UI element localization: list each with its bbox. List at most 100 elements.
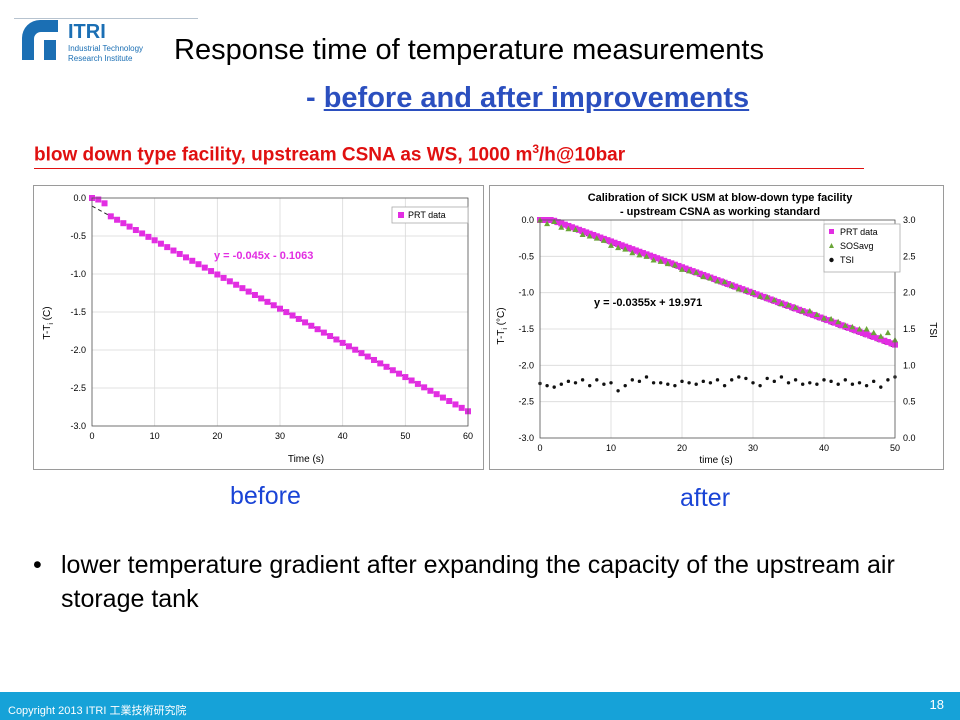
data-point-prt <box>824 317 831 324</box>
data-point-sosavg <box>714 278 721 284</box>
data-point-prt <box>414 380 421 387</box>
page-number: 18 <box>929 697 944 712</box>
data-point-sosavg <box>622 246 629 252</box>
data-point-prt <box>427 387 434 394</box>
data-point-tsi <box>715 378 720 382</box>
data-point-prt <box>208 268 215 275</box>
data-point-prt <box>888 340 895 347</box>
data-point-prt <box>647 252 654 259</box>
data-point-prt <box>458 404 465 411</box>
data-point-prt <box>852 327 859 334</box>
data-point-tsi <box>701 379 705 384</box>
y2-tick-label: 3.0 <box>903 215 916 225</box>
data-point-sosavg <box>785 302 792 308</box>
data-point-prt <box>732 283 739 290</box>
data-point-sosavg <box>828 315 835 322</box>
x-tick-label: 10 <box>606 443 616 453</box>
data-point-prt <box>636 248 643 255</box>
legend-tsi-marker <box>829 257 834 263</box>
data-point-tsi <box>687 381 691 385</box>
itri-logo-graphic: ITRI Industrial Technology Research Inst… <box>14 18 143 63</box>
data-point-prt <box>710 275 717 282</box>
legend-prt-marker <box>398 212 404 218</box>
data-point-sosavg <box>799 307 806 314</box>
data-point-tsi <box>573 381 578 385</box>
data-point-prt <box>561 221 568 228</box>
legend: PRT data SOSavg TSI <box>823 223 901 273</box>
data-point-sosavg <box>806 307 813 314</box>
y-axis-label: T-Ti (°C) <box>496 307 509 344</box>
data-point-prt <box>289 312 296 319</box>
data-point-tsi <box>744 376 748 381</box>
data-point-sosavg <box>686 267 693 274</box>
data-point-sosavg <box>679 266 685 272</box>
legend-tsi-label: TSI <box>840 255 854 265</box>
data-point-sosavg <box>615 244 622 251</box>
data-point-sosavg <box>643 253 650 259</box>
data-point-prt <box>767 296 774 303</box>
y-axis-label: T-Ti (C) <box>42 306 55 339</box>
data-point-prt <box>396 370 403 377</box>
data-point-sosavg <box>842 322 849 328</box>
data-point-sosavg <box>778 300 785 307</box>
data-point-tsi <box>765 376 769 381</box>
chart-before: 0 10 20 30 40 50 60 0.0 -0.5 -1.0 -1.5 -2.0 -2.5 -3.0… <box>33 185 484 470</box>
y-tick-label: -2.5 <box>518 397 534 407</box>
data-point-sosavg <box>664 260 671 267</box>
data-point-tsi <box>722 383 727 388</box>
x-tick-label: 0 <box>537 443 542 453</box>
x-tick-label: 60 <box>463 431 473 441</box>
data-point-prt <box>845 324 852 331</box>
data-point-prt <box>760 293 767 300</box>
data-point-prt <box>408 377 415 384</box>
data-point-sosavg <box>877 333 884 339</box>
y-tick-label: 0.0 <box>73 193 86 203</box>
data-point-tsi <box>850 382 855 386</box>
data-point-prt <box>746 288 753 295</box>
data-point-prt <box>558 220 565 227</box>
y2-tick-label: 2.5 <box>903 251 916 261</box>
y-tick-label: -3.0 <box>70 421 86 431</box>
itri-logo: ITRI Industrial Technology Research Inst… <box>14 12 198 72</box>
logo-sub1: Industrial Technology <box>68 44 143 53</box>
y-label-main: T-T <box>42 325 53 340</box>
legend-sos-label: SOSavg <box>840 241 874 251</box>
data-point-tsi <box>616 389 620 393</box>
data-point-prt <box>270 302 277 309</box>
data-point-sosavg <box>650 256 657 263</box>
data-point-sosavg <box>735 286 742 292</box>
data-point-prt <box>856 328 863 335</box>
data-point-prt <box>371 356 377 363</box>
data-point-prt <box>433 391 440 398</box>
data-point-prt <box>214 271 221 278</box>
data-point-prt <box>739 286 746 293</box>
data-point-tsi <box>786 381 791 385</box>
plot-area-border <box>539 219 896 439</box>
data-point-prt <box>608 238 614 245</box>
data-point-tsi <box>836 382 840 386</box>
data-point-prt <box>615 241 622 248</box>
data-point-sosavg <box>813 311 820 317</box>
data-point-sosavg <box>884 329 891 336</box>
data-point-tsi <box>872 379 876 384</box>
logo-text: ITRI <box>68 21 106 43</box>
data-point-sosavg <box>870 329 877 336</box>
data-point-prt <box>157 240 164 247</box>
y-label-sub: i <box>502 328 509 330</box>
data-point-prt <box>170 247 177 254</box>
data-point-sosavg <box>742 287 749 293</box>
x-tick-label: 50 <box>890 443 900 453</box>
data-point-prt <box>817 314 824 321</box>
data-point-prt <box>139 230 146 237</box>
legend-sos-marker <box>829 243 834 248</box>
data-point-prt <box>803 309 810 316</box>
data-point-prt <box>838 322 845 329</box>
data-point-sosavg <box>693 269 700 275</box>
facility-description: blow down type facility, upstream CSNA a… <box>34 142 864 170</box>
data-point-tsi <box>580 378 585 382</box>
data-point-sosavg <box>728 282 735 288</box>
data-point-tsi <box>758 383 762 388</box>
data-point-prt <box>114 216 121 223</box>
x-axis-label: Time (s) <box>288 454 324 465</box>
trendline-equation: y = -0.045x - 0.1063 <box>214 250 313 262</box>
